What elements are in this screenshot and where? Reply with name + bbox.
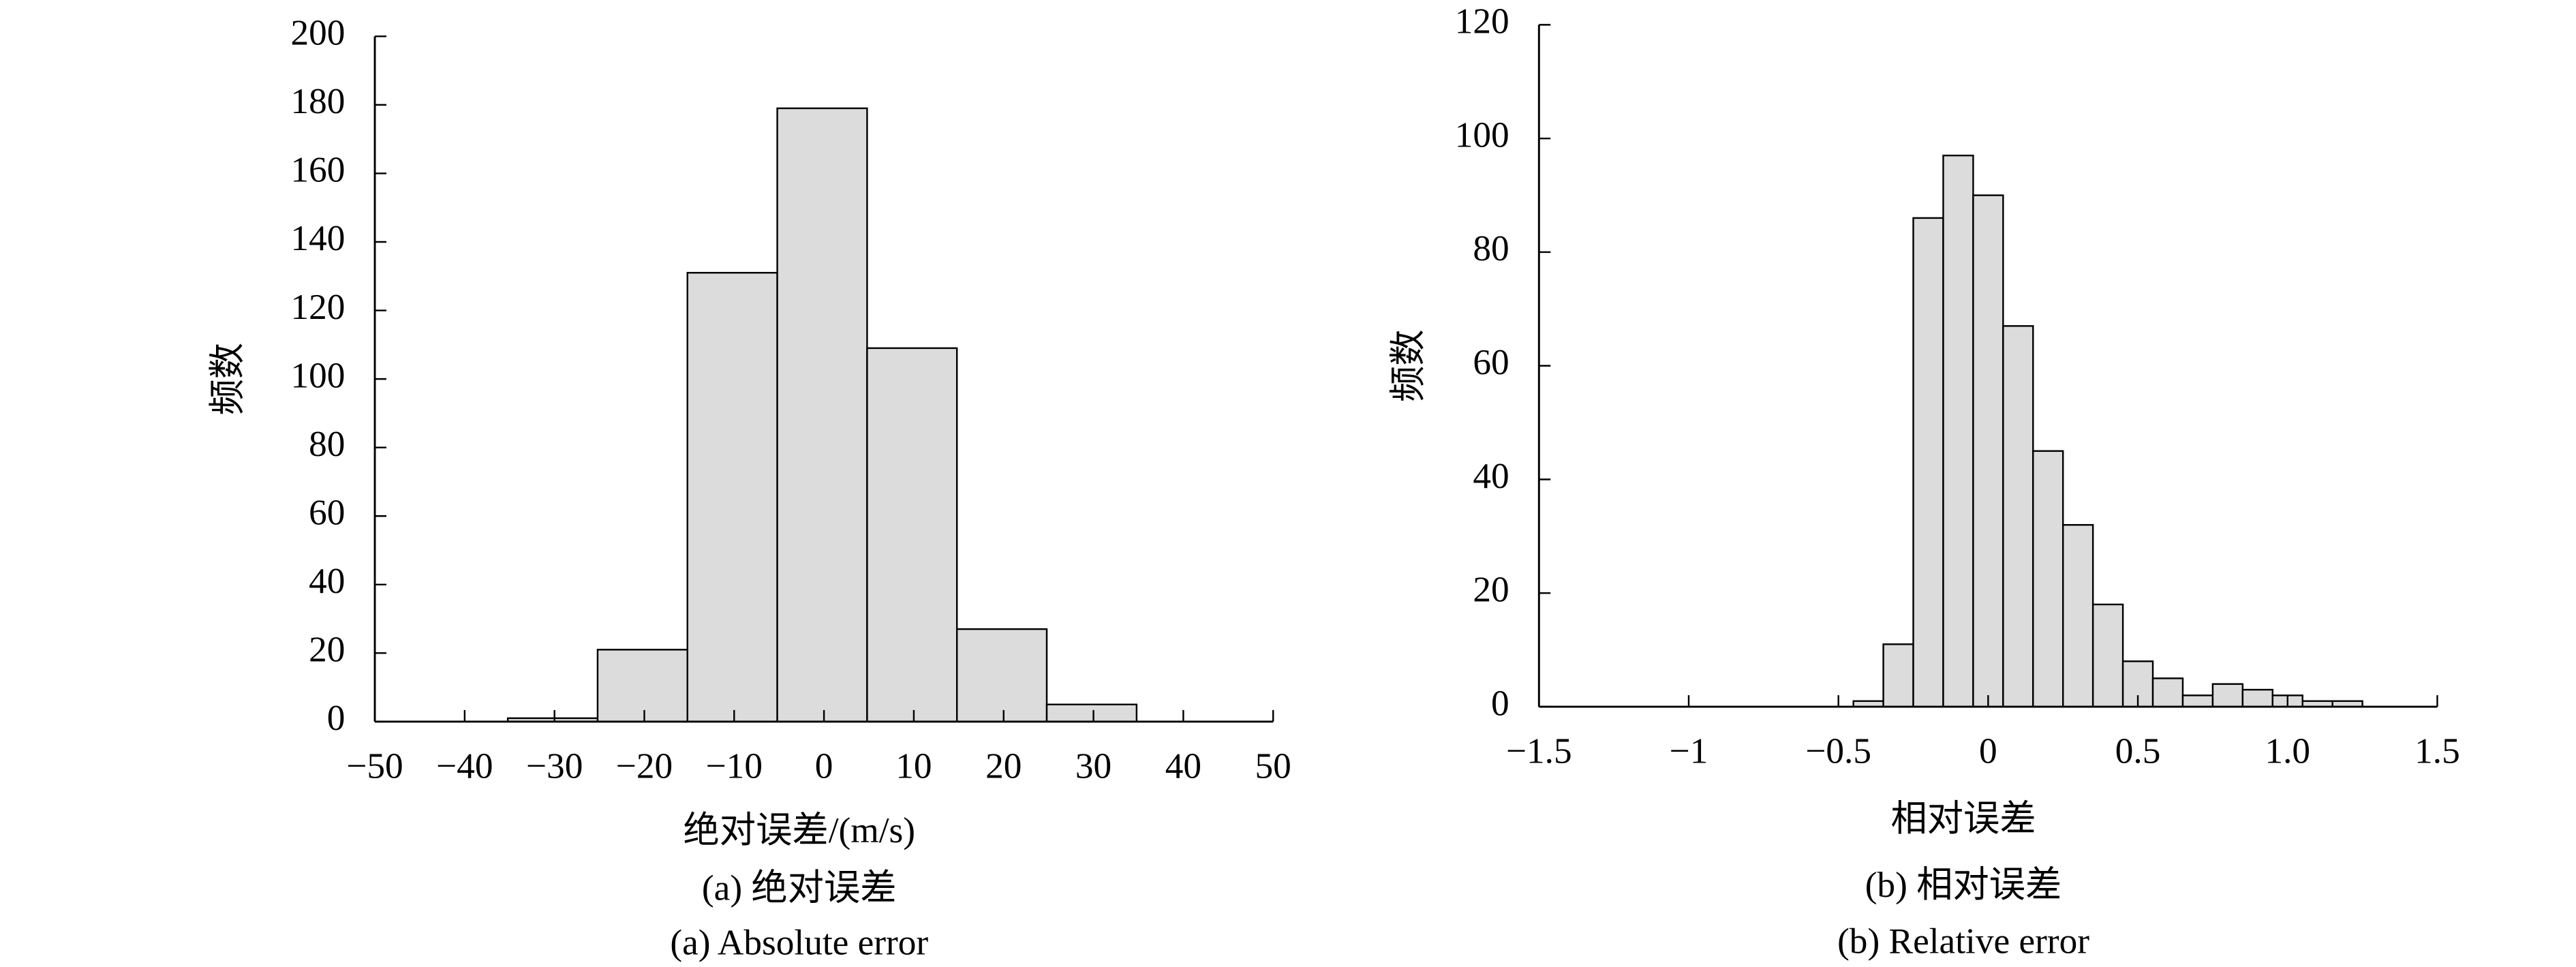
y-axis-label: 频数 — [1388, 329, 1428, 402]
bar — [2032, 450, 2064, 708]
y-tick-label: 0 — [327, 698, 346, 738]
bar — [1972, 194, 2004, 708]
x-tick-label: 20 — [985, 746, 1022, 786]
caption: (b) 相对误差 — [1865, 865, 2062, 905]
bar — [596, 649, 688, 723]
bar — [2002, 325, 2034, 708]
y-tick-label: 80 — [1473, 228, 1509, 268]
x-tick-label: −1 — [1670, 731, 1708, 771]
y-tick-label: 40 — [309, 561, 345, 601]
bar — [2241, 688, 2274, 708]
y-tick-label: 40 — [1473, 456, 1509, 496]
x-tick-label: 40 — [1165, 746, 1201, 786]
x-tick-label: −1.5 — [1506, 731, 1572, 771]
bar — [1882, 643, 1914, 708]
bar — [686, 272, 778, 723]
x-tick-label: 0.5 — [2115, 731, 2161, 771]
x-tick-label: 1.5 — [2414, 731, 2460, 771]
x-axis-label: 相对误差 — [1890, 799, 2036, 839]
caption: (b) Relative error — [1837, 921, 2089, 961]
x-tick-label: 10 — [895, 746, 932, 786]
x-tick-label: 0 — [815, 746, 833, 786]
caption: (a) Absolute error — [670, 923, 928, 963]
y-tick-label: 60 — [1473, 342, 1509, 382]
bar — [1942, 154, 1974, 708]
x-tick-label: −20 — [616, 746, 673, 786]
bar — [2091, 603, 2124, 708]
bar — [776, 107, 868, 723]
y-axis-label: 频数 — [207, 343, 247, 416]
x-tick-label: −50 — [346, 746, 403, 786]
y-tick-label: 160 — [290, 150, 345, 190]
bar — [2151, 677, 2184, 708]
y-tick-label: 100 — [290, 355, 345, 395]
y-tick-label: 120 — [1455, 1, 1509, 42]
x-tick-label: 0 — [1979, 731, 1997, 771]
bar — [1912, 217, 1944, 708]
caption: (a) 绝对误差 — [702, 868, 897, 908]
y-tick-label: 60 — [309, 492, 345, 532]
y-tick-label: 200 — [290, 13, 345, 53]
bar — [2211, 683, 2244, 708]
x-axis-label: 绝对误差/(m/s) — [684, 810, 915, 850]
x-tick-label: −40 — [436, 746, 493, 786]
x-tick-label: 1.0 — [2265, 731, 2310, 771]
x-tick-label: 30 — [1075, 746, 1111, 786]
bar — [2062, 524, 2094, 708]
y-tick-label: 20 — [309, 630, 345, 670]
x-tick-label: 50 — [1255, 746, 1291, 786]
x-tick-label: −0.5 — [1805, 731, 1871, 771]
y-tick-label: 20 — [1473, 570, 1509, 610]
y-tick-label: 0 — [1491, 683, 1509, 723]
bar — [866, 347, 958, 723]
y-tick-label: 140 — [290, 218, 345, 258]
bar — [955, 628, 1048, 723]
y-tick-label: 100 — [1455, 114, 1509, 155]
bar — [1045, 703, 1138, 723]
x-tick-label: −10 — [706, 746, 763, 786]
y-tick-label: 120 — [290, 287, 345, 327]
bar — [2181, 694, 2214, 708]
x-tick-label: −30 — [526, 746, 583, 786]
y-tick-label: 80 — [309, 424, 345, 464]
y-tick-label: 180 — [290, 81, 345, 121]
